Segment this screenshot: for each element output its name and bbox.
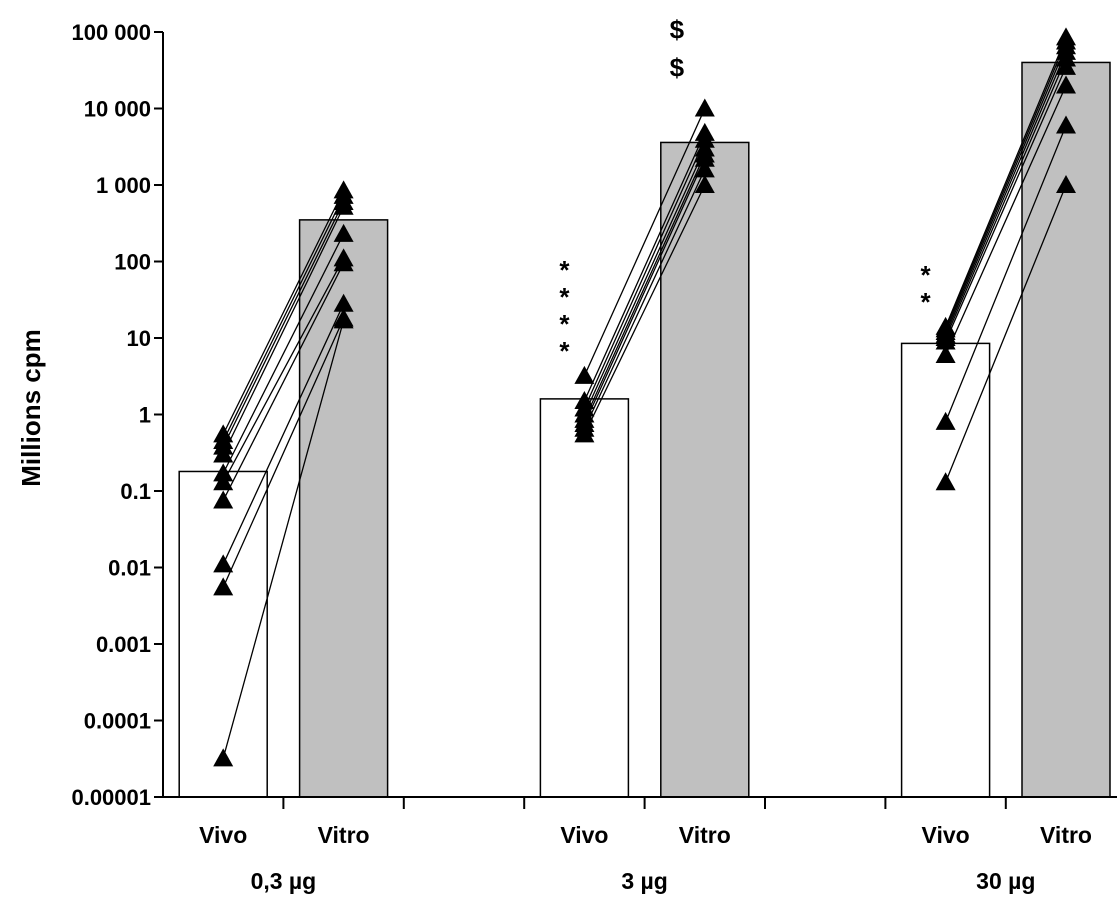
pair-lines-layer	[222, 37, 1067, 759]
annotation-vivo-1-0: *	[559, 255, 570, 285]
pair-line-0-3	[222, 206, 345, 455]
category-label-0-1: Vitro	[318, 822, 370, 848]
pair-line-1-3	[583, 148, 706, 415]
pair-line-0-9	[222, 320, 345, 759]
marker-vitro-2-6	[1056, 75, 1076, 94]
marker-vivo-0-6	[213, 490, 234, 509]
marker-vivo-0-7	[213, 554, 234, 573]
marker-vitro-0-4	[333, 223, 354, 242]
pair-line-1-1	[583, 132, 706, 402]
marker-vivo-2-8	[935, 472, 956, 491]
marker-vitro-1-7	[694, 175, 715, 193]
annotation-vivo-2-1: *	[921, 287, 932, 317]
marker-vitro-1-6	[694, 159, 715, 178]
y-tick-label-1: 0.0001	[84, 709, 151, 734]
annotation-vitro-1-0: $	[670, 15, 685, 45]
marker-vitro-0-7	[333, 293, 354, 312]
annotation-vivo-2-0: *	[921, 260, 932, 290]
pair-line-1-5	[583, 158, 706, 425]
marker-vivo-1-7	[574, 424, 595, 443]
y-tick-label-5: 1	[139, 403, 151, 428]
y-tick-label-10: 100 000	[71, 20, 151, 45]
y-tick-label-9: 10 000	[84, 97, 151, 122]
annotation-vitro-1-1: $	[670, 53, 685, 83]
bar-2-vivo	[900, 342, 991, 798]
annotation-vivo-1-2: *	[559, 309, 570, 339]
pair-line-0-8	[222, 318, 345, 588]
marker-vivo-0-9	[213, 748, 234, 767]
pair-line-1-4	[583, 154, 706, 421]
category-label-2-1: Vitro	[1040, 822, 1092, 848]
axes-layer	[154, 31, 1117, 809]
y-tick-label-7: 100	[114, 250, 151, 275]
pair-line-2-0	[944, 37, 1067, 328]
marker-vivo-2-6	[935, 344, 956, 363]
y-tick-label-2: 0.001	[96, 632, 151, 657]
pair-line-2-1	[945, 41, 1067, 330]
pair-line-2-8	[944, 184, 1067, 483]
labels-layer: 0.00001 0.0001 0.001 0.01 0.1 1 10 100 1 000 10 0…	[71, 15, 1092, 895]
pair-line-0-2	[222, 201, 345, 447]
marker-vitro-0-3	[333, 196, 354, 215]
pair-line-1-2	[583, 139, 706, 409]
category-label-0-0: Vivo	[199, 822, 247, 848]
y-axis-title: Millions cpm	[16, 329, 46, 486]
pair-line-2-4	[945, 58, 1067, 339]
category-label-2-0: Vivo	[922, 822, 970, 848]
bar-2-vitro	[1021, 61, 1111, 798]
marker-vitro-1-5	[694, 148, 715, 167]
bar-1-vitro	[660, 141, 750, 798]
y-tick-label-6: 10	[127, 326, 151, 351]
pair-line-2-6	[945, 85, 1067, 356]
pair-line-0-7	[222, 303, 345, 565]
y-tick-label-4: 0.1	[120, 479, 151, 504]
pair-line-0-4	[222, 233, 345, 474]
group-label-2: 30 µg	[976, 868, 1035, 894]
group-label-0: 0,3 µg	[251, 868, 317, 894]
marker-vivo-1-0	[574, 365, 595, 384]
category-label-1-1: Vitro	[679, 822, 731, 848]
marker-vitro-1-0	[694, 98, 715, 117]
pair-line-0-0	[222, 190, 345, 435]
pair-line-1-7	[583, 184, 706, 435]
pair-line-2-3	[945, 51, 1067, 336]
category-label-1-0: Vivo	[560, 822, 608, 848]
pair-line-1-6	[583, 169, 706, 430]
pair-line-1-0	[583, 108, 706, 377]
bar-1-vivo	[539, 398, 630, 798]
pair-line-0-6	[222, 262, 345, 501]
bar-0-vivo	[178, 470, 268, 798]
pair-line-2-7	[944, 125, 1067, 423]
marker-vivo-2-7	[935, 411, 956, 430]
marker-vitro-2-7	[1056, 115, 1076, 134]
marker-vitro-2-8	[1056, 175, 1076, 193]
pair-line-0-5	[222, 258, 345, 483]
marker-vivo-0-3	[213, 444, 234, 463]
marker-vitro-0-6	[333, 253, 354, 272]
annotation-vivo-1-3: *	[559, 336, 570, 366]
y-tick-label-0: 0.00001	[71, 785, 151, 810]
marker-vivo-0-8	[213, 577, 234, 596]
markers-layer	[213, 27, 1076, 767]
y-tick-label-8: 1 000	[96, 173, 151, 198]
annotation-vivo-1-1: *	[559, 282, 570, 312]
marker-vitro-2-5	[1056, 56, 1076, 75]
y-tick-label-3: 0.01	[108, 556, 151, 581]
marker-vivo-2-5	[935, 331, 956, 350]
bars-layer	[178, 61, 1111, 798]
marker-vitro-0-9	[333, 310, 354, 329]
pair-line-2-5	[945, 66, 1067, 342]
group-label-1: 3 µg	[621, 868, 667, 894]
pair-line-2-2	[945, 46, 1067, 333]
pair-line-0-1	[222, 195, 345, 442]
marker-vivo-0-5	[213, 472, 234, 491]
